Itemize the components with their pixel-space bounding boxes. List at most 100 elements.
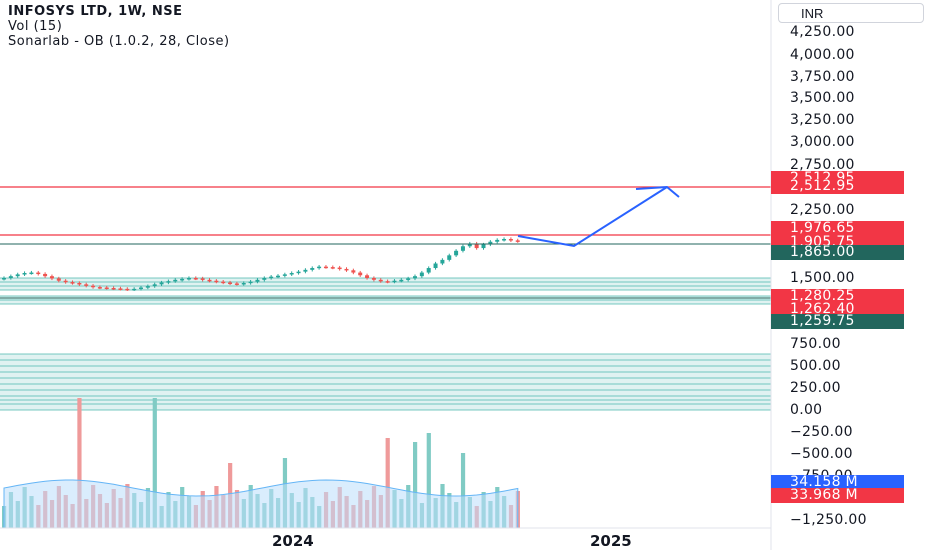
candle-body xyxy=(303,269,308,272)
time-label-2024: 2024 xyxy=(272,532,314,550)
candle-body xyxy=(2,278,6,280)
candle-body xyxy=(255,279,260,282)
candle-body xyxy=(323,266,328,269)
candle-body xyxy=(118,288,123,290)
candle-body xyxy=(159,282,164,285)
candle-body xyxy=(29,272,34,275)
candle-body xyxy=(43,273,48,277)
candle-body xyxy=(371,278,376,280)
candle-body xyxy=(262,278,267,280)
candle-body xyxy=(433,263,438,269)
candle-body xyxy=(77,282,82,285)
candle-body xyxy=(317,266,322,269)
currency-selector[interactable]: INR xyxy=(778,3,924,23)
candle-body xyxy=(426,268,431,273)
candle-body xyxy=(495,239,500,242)
volume-bar xyxy=(152,398,157,528)
candle-body xyxy=(467,243,472,247)
candle-body xyxy=(180,278,185,281)
projection-arrowhead xyxy=(635,185,680,198)
candle-body xyxy=(276,275,280,278)
price-candles xyxy=(2,237,520,291)
candle-body xyxy=(481,244,486,249)
price-axis-label: 2,250.00 xyxy=(790,202,855,218)
price-axis-label: 1,500.00 xyxy=(790,270,855,286)
candle-body xyxy=(365,275,370,278)
candle-body xyxy=(104,287,109,290)
order-block-zones xyxy=(0,277,771,411)
price-axis-label: 750.00 xyxy=(790,336,841,352)
price-axis-label: 3,000.00 xyxy=(790,134,855,150)
candle-body xyxy=(56,278,61,281)
candle-body xyxy=(193,278,198,280)
candle-body xyxy=(166,281,171,283)
price-tag-1262: 1,262.40 xyxy=(771,302,904,317)
candle-body xyxy=(296,271,301,274)
candle-body xyxy=(186,278,191,280)
volume-tag-34m: 34.158 M xyxy=(771,475,904,490)
volume-bar xyxy=(77,398,82,528)
candle-body xyxy=(97,287,102,289)
candle-body xyxy=(22,273,27,275)
price-tag-1976: 1,976.65 xyxy=(771,221,904,236)
candle-body xyxy=(282,274,287,276)
projection-arrow xyxy=(517,186,668,248)
candle-body xyxy=(399,279,404,282)
price-axis-label: 3,250.00 xyxy=(790,112,855,128)
candle-body xyxy=(488,241,493,245)
candle-body xyxy=(454,250,459,256)
candle-body xyxy=(508,239,513,241)
order-block-zone xyxy=(0,278,771,290)
price-tag-1865: 1,865.00 xyxy=(771,245,904,260)
candle-body xyxy=(502,239,507,241)
candle-body xyxy=(289,273,294,275)
candle-body xyxy=(228,282,233,285)
price-axis-label: −1,250.00 xyxy=(790,512,867,528)
candle-body xyxy=(440,259,445,264)
chart-legend: INFOSYS LTD, 1W, NSE Vol (15) Sonarlab -… xyxy=(8,4,230,49)
price-tag-2512-b: 2,512.95 xyxy=(771,179,904,194)
candle-body xyxy=(91,285,96,288)
candle-body xyxy=(84,284,89,286)
candle-body xyxy=(152,284,157,287)
sonarlab-indicator-label[interactable]: Sonarlab - OB (1.0.2, 28, Close) xyxy=(8,34,230,49)
price-axis-label: −250.00 xyxy=(790,424,853,440)
candle-body xyxy=(460,246,465,251)
volume-moving-average-area xyxy=(3,479,519,529)
order-block-zone xyxy=(0,354,771,410)
candle-body xyxy=(474,243,479,249)
volume-bar xyxy=(426,433,431,528)
candle-body xyxy=(344,268,349,271)
price-axis-label: −500.00 xyxy=(790,446,853,462)
candle-body xyxy=(413,276,417,279)
price-axis-label: 0.00 xyxy=(790,402,823,418)
candle-body xyxy=(200,278,205,280)
candle-body xyxy=(139,287,143,290)
candle-body xyxy=(310,268,315,270)
price-axis-label: 4,250.00 xyxy=(790,24,855,40)
candle-body xyxy=(15,274,20,277)
candle-body xyxy=(221,281,226,284)
candle-body xyxy=(406,278,411,280)
candle-body xyxy=(70,282,75,284)
candle-body xyxy=(358,272,363,276)
candle-body xyxy=(351,270,356,273)
volume-bar xyxy=(413,442,418,528)
candle-body xyxy=(392,280,397,283)
candle-body xyxy=(173,279,178,282)
candle-body xyxy=(36,272,41,275)
price-axis-label: 500.00 xyxy=(790,358,841,374)
candle-body xyxy=(234,283,239,285)
symbol-title[interactable]: INFOSYS LTD, 1W, NSE xyxy=(8,4,183,19)
candle-body xyxy=(515,240,520,242)
candle-body xyxy=(241,282,246,285)
candle-body xyxy=(337,267,342,270)
volume-bar xyxy=(460,453,466,528)
candle-body xyxy=(447,255,452,260)
price-axis-label: 3,750.00 xyxy=(790,69,855,85)
candle-body xyxy=(378,279,383,282)
price-axis-label: 2,750.00 xyxy=(790,157,855,173)
volume-indicator-label[interactable]: Vol (15) xyxy=(8,19,63,34)
price-tag-1280: 1,280.25 xyxy=(771,289,904,304)
